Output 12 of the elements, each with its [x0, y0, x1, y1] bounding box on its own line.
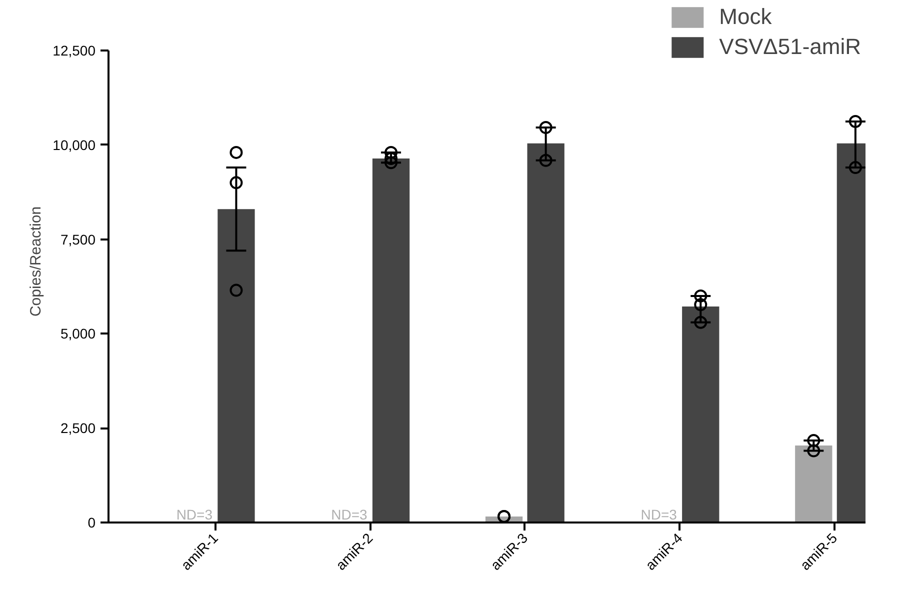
- y-tick-label: 2,500: [60, 420, 96, 436]
- annotation: ND=3: [176, 506, 213, 522]
- y-tick-label: 0: [88, 514, 96, 530]
- y-tick-label: 7,500: [60, 231, 96, 248]
- y-tick-label: 12,500: [52, 42, 96, 58]
- y-axis-title: Copies/Reaction: [28, 206, 45, 317]
- y-tick-label: 10,000: [52, 136, 96, 153]
- legend-label: VSVΔ51-amiR: [719, 34, 861, 60]
- annotation: ND=3: [331, 506, 368, 522]
- legend-label: Mock: [719, 4, 772, 30]
- y-tick-label: 5,000: [60, 326, 96, 342]
- annotation: ND=3: [640, 506, 678, 522]
